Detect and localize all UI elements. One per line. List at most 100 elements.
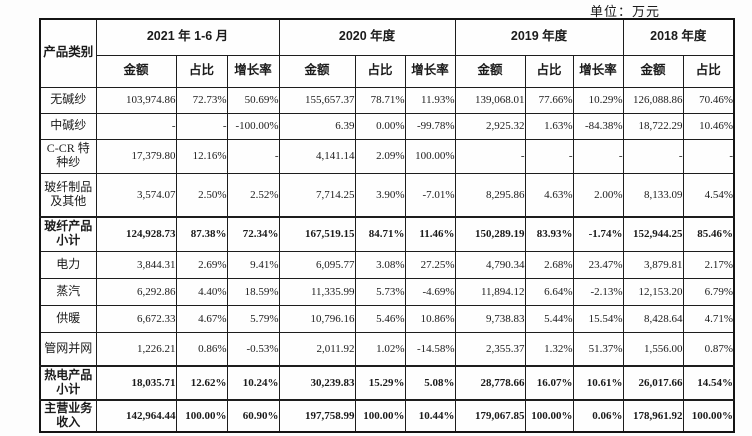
table-row: 蒸汽 6,292.86 4.40% 18.59% 11,335.99 5.73% -4.69…	[39, 277, 735, 306]
table-cell: 1,556.00	[622, 331, 684, 367]
table-cell: 10,796.16	[278, 304, 356, 333]
table-cell: 27.25%	[404, 250, 456, 279]
table-cell: -7.01%	[404, 172, 456, 218]
sub-header-amount: 金额	[278, 54, 356, 88]
table-cell: 0.00%	[354, 112, 406, 140]
header-group-row: 产品类别 2021 年 1-6 月 2020 年度 2019 年度 2018 年…	[39, 18, 735, 88]
row-label: 中碱纱	[39, 112, 97, 140]
table-cell: -	[524, 138, 574, 174]
table-cell: 30,239.83	[278, 365, 356, 401]
table-cell: 16.07%	[524, 365, 574, 401]
sub-header-growth: 增长率	[226, 54, 280, 88]
table-row: 玻纤制品及其他 3,574.07 2.50% 2.52% 7,714.25 3.90% -7…	[39, 172, 735, 218]
table-cell: 126,088.86	[622, 86, 684, 114]
table-row: 供暖 6,672.33 4.67% 5.79% 10,796.16 5.46% 10.86%…	[39, 304, 735, 333]
table-cell: 178,961.92	[622, 399, 684, 433]
table-cell: 179,067.85	[454, 399, 526, 433]
table-cell: 5.46%	[354, 304, 406, 333]
table-cell: 2.69%	[175, 250, 228, 279]
table-cell: 1.32%	[524, 331, 574, 367]
row-label: 管网并网	[39, 331, 97, 367]
table-cell: 5.79%	[226, 304, 280, 333]
table-cell: -84.38%	[572, 112, 624, 140]
table-cell: 87.38%	[175, 216, 228, 252]
table-cell: 14.54%	[682, 365, 735, 401]
table-cell: 17,379.80	[95, 138, 177, 174]
row-label: 热电产品小计	[39, 365, 97, 401]
table-cell: 10.61%	[572, 365, 624, 401]
table-cell: 2.52%	[226, 172, 280, 218]
table-cell: 70.46%	[682, 86, 735, 114]
table-cell: 18.59%	[226, 277, 280, 306]
table-cell: -14.58%	[404, 331, 456, 367]
table-cell: 3.08%	[354, 250, 406, 279]
row-label: 供暖	[39, 304, 97, 333]
table-cell: 9.41%	[226, 250, 280, 279]
table-cell: 100.00%	[354, 399, 406, 433]
col-group-2018: 2018 年度	[622, 18, 735, 56]
table-cell: 4.40%	[175, 277, 228, 306]
table-cell: -	[454, 138, 526, 174]
sub-header-growth: 增长率	[572, 54, 624, 88]
table-cell: 84.71%	[354, 216, 406, 252]
table-cell: -	[572, 138, 624, 174]
table-cell: 2.68%	[524, 250, 574, 279]
table-cell: 6.64%	[524, 277, 574, 306]
table-cell: 8,428.64	[622, 304, 684, 333]
table-cell: 12.62%	[175, 365, 228, 401]
table-cell: 1,226.21	[95, 331, 177, 367]
table-cell: 5.08%	[404, 365, 456, 401]
table-cell: -	[175, 112, 228, 140]
sub-header-share: 占比	[682, 54, 735, 88]
table-cell: 4.54%	[682, 172, 735, 218]
table-cell: 167,519.15	[278, 216, 356, 252]
table-cell: 152,944.25	[622, 216, 684, 252]
table-body: 无碱纱 103,974.86 72.73% 50.69% 155,657.37 78.71…	[39, 86, 735, 433]
table-cell: -100.00%	[226, 112, 280, 140]
table-cell: -	[95, 112, 177, 140]
table-cell: -99.78%	[404, 112, 456, 140]
revenue-by-product-table: 产品类别 2021 年 1-6 月 2020 年度 2019 年度 2018 年…	[39, 18, 736, 433]
table-cell: 23.47%	[572, 250, 624, 279]
corner-header: 产品类别	[39, 18, 97, 88]
table-cell: 18,722.29	[622, 112, 684, 140]
table-cell: 2.50%	[175, 172, 228, 218]
table-row: C-CR 特种纱 17,379.80 12.16% -4,141.14 2.09% 100…	[39, 138, 735, 174]
table-cell: 10.46%	[682, 112, 735, 140]
table-row: 热电产品小计 18,035.71 12.62% 10.24% 30,239.83 15.2…	[39, 365, 735, 401]
table-cell: 72.34%	[226, 216, 280, 252]
table-cell: 77.66%	[524, 86, 574, 114]
table-cell: 103,974.86	[95, 86, 177, 114]
table-cell: -0.53%	[226, 331, 280, 367]
table-cell: 4.63%	[524, 172, 574, 218]
table-cell: 139,068.01	[454, 86, 526, 114]
table-cell: 2,355.37	[454, 331, 526, 367]
table-cell: 83.93%	[524, 216, 574, 252]
table-cell: 6,672.33	[95, 304, 177, 333]
table-cell: 124,928.73	[95, 216, 177, 252]
table-cell: 15.29%	[354, 365, 406, 401]
row-label: 玻纤产品小计	[39, 216, 97, 252]
table-cell: 4.71%	[682, 304, 735, 333]
table-cell: 26,017.66	[622, 365, 684, 401]
table-cell: 15.54%	[572, 304, 624, 333]
table-cell: -1.74%	[572, 216, 624, 252]
table-cell: 150,289.19	[454, 216, 526, 252]
table-cell: 78.71%	[354, 86, 406, 114]
table-cell: 100.00%	[404, 138, 456, 174]
table-cell: 4,790.34	[454, 250, 526, 279]
table-cell: 100.00%	[682, 399, 735, 433]
table-cell: 11.93%	[404, 86, 456, 114]
col-group-2019: 2019 年度	[454, 18, 624, 56]
row-label: 蒸汽	[39, 277, 97, 306]
row-label: 主营业务收入	[39, 399, 97, 433]
table-row: 主营业务收入 142,964.44 100.00% 60.90% 197,758.99 1…	[39, 399, 735, 433]
table-cell: 0.87%	[682, 331, 735, 367]
table-row: 管网并网 1,226.21 0.86% -0.53% 2,011.92 1.02% -14.…	[39, 331, 735, 367]
row-label: 无碱纱	[39, 86, 97, 114]
unit-label: 单位：万元	[589, 4, 660, 19]
table-cell: 4.67%	[175, 304, 228, 333]
table-cell: 8,133.09	[622, 172, 684, 218]
table-cell: 100.00%	[524, 399, 574, 433]
table-cell: 2.17%	[682, 250, 735, 279]
